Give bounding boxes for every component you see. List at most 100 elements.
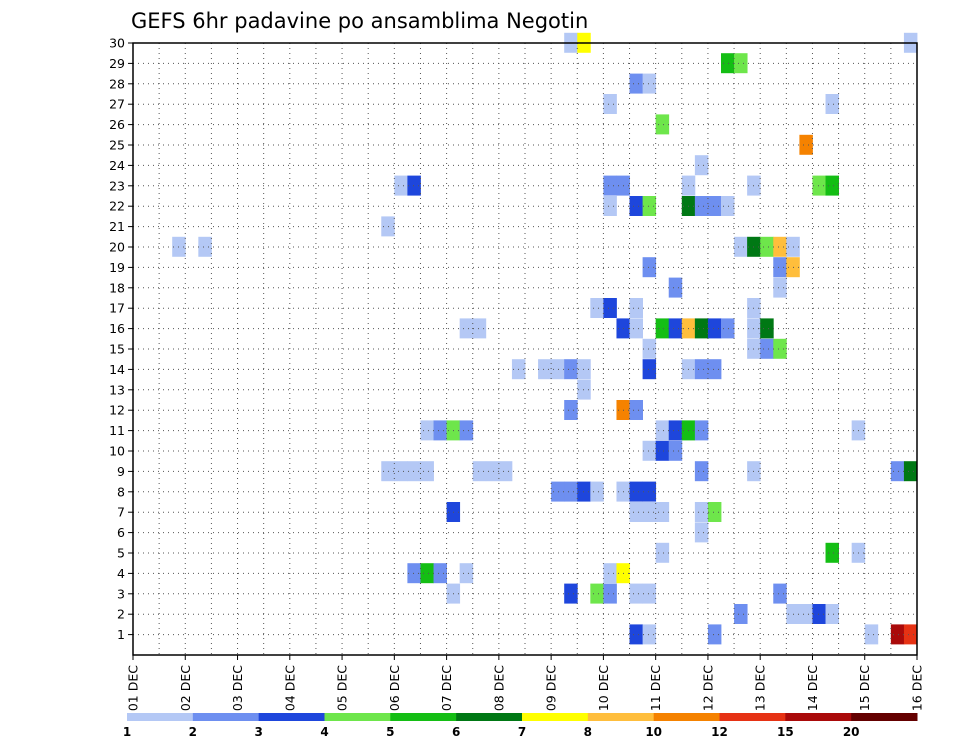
heatmap-cell xyxy=(407,461,421,482)
heatmap-cell xyxy=(642,359,657,380)
heatmap-cell xyxy=(603,298,617,318)
colorbar-tick-label: 6 xyxy=(452,725,460,739)
heatmap-cell xyxy=(603,196,617,216)
heatmap-cell xyxy=(707,318,722,339)
x-axis-ticks: 01 DEC 02 DEC 03 DEC 04 DEC 05 DEC 06 DEC 07 D… xyxy=(126,655,925,711)
colorbar: 1 2 3 4 5 6 7 8 10 12 15 20 xyxy=(123,713,918,739)
x-tick-label: 12 DEC xyxy=(700,665,715,711)
y-tick-label: 27 xyxy=(109,97,125,112)
colorbar-tick-label: 12 xyxy=(711,725,728,739)
heatmap-cell xyxy=(459,420,474,441)
heatmap-cell xyxy=(551,481,565,502)
heatmap-cell xyxy=(721,53,735,74)
x-tick-label: 14 DEC xyxy=(805,665,820,711)
heatmap-cell xyxy=(459,318,474,339)
heatmap-cell xyxy=(498,461,513,482)
colorbar-tick-label: 1 xyxy=(123,725,131,739)
colorbar-tick-label: 10 xyxy=(645,725,662,739)
heatmap-cell xyxy=(564,400,578,420)
heatmap-cell xyxy=(420,461,434,482)
colorbar-segment xyxy=(258,713,325,721)
heatmap-cell xyxy=(799,604,813,624)
x-tick-label: 13 DEC xyxy=(753,665,768,711)
heatmap-cell xyxy=(420,563,434,584)
heatmap-cell xyxy=(694,522,709,543)
y-tick-label: 26 xyxy=(109,117,125,132)
heatmap-cell xyxy=(629,583,643,604)
heatmap-cell xyxy=(629,196,643,216)
heatmap-cell xyxy=(629,481,643,502)
heatmap-cell xyxy=(642,257,657,278)
heatmap-cell xyxy=(407,563,421,584)
heatmap-cell xyxy=(603,583,617,604)
heatmap-cell xyxy=(694,359,709,380)
heatmap-cell xyxy=(707,196,722,216)
heatmap-cell xyxy=(734,236,748,257)
heatmap-cell xyxy=(812,604,826,624)
heatmap-cell xyxy=(694,420,709,441)
heatmap-cell xyxy=(760,318,774,339)
heatmap-cell xyxy=(564,481,578,502)
colorbar-segment xyxy=(324,713,391,721)
heatmap-cell xyxy=(603,175,617,196)
y-tick-label: 22 xyxy=(109,199,125,214)
colorbar-tick-label: 3 xyxy=(254,725,262,739)
colorbar-segment xyxy=(851,713,918,721)
plot-frame xyxy=(132,42,918,656)
x-tick-label: 08 DEC xyxy=(491,665,506,711)
heatmap-cell xyxy=(890,624,905,645)
heatmap-cell xyxy=(472,318,487,339)
y-tick-label: 11 xyxy=(109,423,125,438)
heatmap-cell xyxy=(864,624,879,645)
heatmap-cell xyxy=(538,359,552,380)
heatmap-cell xyxy=(642,624,657,645)
heatmap-cell xyxy=(903,624,918,645)
y-tick-label: 24 xyxy=(109,158,125,173)
heatmap-cell xyxy=(825,94,839,114)
heatmap-cell xyxy=(407,175,421,196)
heatmap-cell xyxy=(394,461,408,482)
y-tick-label: 14 xyxy=(109,362,125,377)
heatmap-cell xyxy=(655,114,670,135)
heatmap-cell xyxy=(734,53,748,74)
heatmap-cell xyxy=(433,420,447,441)
colorbar-tick-label: 2 xyxy=(189,725,197,739)
heatmap-cell xyxy=(707,624,722,645)
heatmap-cell xyxy=(629,73,643,94)
y-tick-label: 9 xyxy=(117,464,125,479)
heatmap-cell xyxy=(668,318,683,339)
heatmap-cell xyxy=(577,359,591,380)
y-tick-label: 30 xyxy=(109,36,125,51)
x-tick-label: 09 DEC xyxy=(544,665,559,711)
heatmap-cell xyxy=(773,257,787,278)
heatmap-cell xyxy=(694,196,709,216)
y-tick-label: 17 xyxy=(109,301,125,316)
y-tick-label: 5 xyxy=(117,546,125,561)
heatmap-cell xyxy=(707,359,722,380)
heatmap-cell xyxy=(459,563,474,584)
heatmap-cells xyxy=(172,32,918,645)
heatmap-cell xyxy=(642,502,657,522)
y-tick-label: 4 xyxy=(117,566,125,581)
heatmap-cell xyxy=(812,175,826,196)
heatmap-cell xyxy=(773,236,787,257)
colorbar-segment xyxy=(127,713,194,721)
heatmap-cell xyxy=(629,298,643,318)
heatmap-cell xyxy=(642,481,657,502)
heatmap-cell xyxy=(629,400,643,420)
heatmap-cell xyxy=(577,481,591,502)
heatmap-cell xyxy=(773,277,787,298)
heatmap-cell xyxy=(642,73,657,94)
x-tick-label: 11 DEC xyxy=(648,665,663,711)
y-tick-label: 16 xyxy=(109,321,125,336)
heatmap-cell xyxy=(198,236,212,257)
heatmap-cell xyxy=(564,359,578,380)
y-tick-label: 21 xyxy=(109,219,125,234)
heatmap-cell xyxy=(590,481,604,502)
y-tick-label: 18 xyxy=(109,280,125,295)
heatmap-cell xyxy=(433,563,447,584)
heatmap-cell xyxy=(394,175,408,196)
colorbar-segment xyxy=(390,713,457,721)
heatmap-cell xyxy=(642,440,657,461)
